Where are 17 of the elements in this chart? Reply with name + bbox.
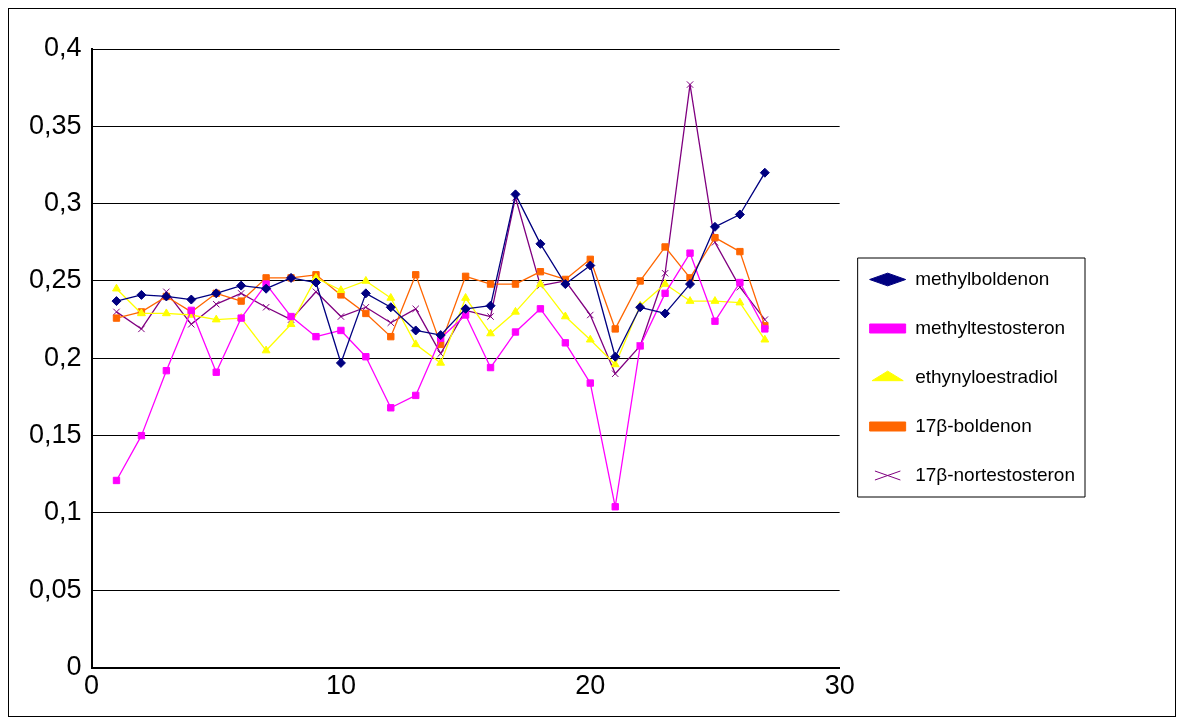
y-tick-label: 0,05 <box>28 573 82 604</box>
x-tick-label: 30 <box>824 670 855 701</box>
legend-label: 17β-boldenon <box>915 414 1032 436</box>
y-tick-label: 0,35 <box>28 109 82 140</box>
legend-label: methylboldenon <box>915 267 1050 289</box>
x-tick-label: 20 <box>575 670 606 701</box>
y-tick-label: 0 <box>66 651 82 682</box>
y-tick-label: 0,15 <box>28 419 82 450</box>
y-tick-label: 0,25 <box>28 264 82 295</box>
legend-label: 17β-nortestosteron <box>915 463 1076 485</box>
legend-label: ethynyloestradiol <box>915 365 1058 387</box>
y-tick-label: 0,3 <box>44 187 82 218</box>
y-tick-label: 0,2 <box>44 341 82 372</box>
legend-label: methyltestosteron <box>915 316 1066 338</box>
y-tick-label: 0,4 <box>44 32 82 63</box>
x-tick-label: 10 <box>325 670 356 701</box>
y-tick-label: 0,1 <box>44 496 82 527</box>
